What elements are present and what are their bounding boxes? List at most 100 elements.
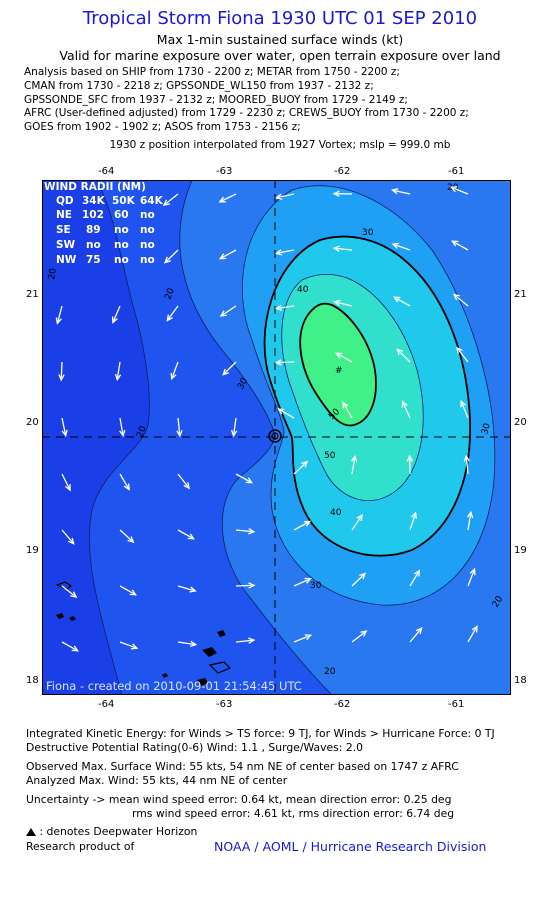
wind-vector bbox=[232, 417, 237, 436]
wind-vector-head bbox=[123, 483, 130, 491]
wind-vectors bbox=[55, 186, 478, 652]
wind-vector-head bbox=[410, 511, 418, 519]
wind-vector-head bbox=[332, 245, 340, 252]
wind-vector bbox=[392, 189, 411, 195]
deepwater-note: : denotes Deepwater Horizon bbox=[26, 825, 197, 838]
uncertainty-line-1: Uncertainty -> mean wind speed error: 0.… bbox=[26, 793, 452, 806]
wind-vector bbox=[334, 301, 353, 307]
wind-vector-head bbox=[451, 240, 459, 247]
lon-tick-top: -61 bbox=[448, 166, 465, 177]
lon-tick-bottom: -62 bbox=[334, 699, 351, 710]
wind-vector-head bbox=[274, 249, 283, 256]
analyzed-max-line: Analyzed Max. Wind: 55 kts, 44 nm NE of … bbox=[26, 774, 288, 787]
wind-vector-head bbox=[189, 640, 198, 648]
wind-vector-head bbox=[406, 454, 413, 462]
wind-vector-head bbox=[391, 242, 400, 249]
contour-label: 20 bbox=[163, 287, 176, 301]
wind-vector-head bbox=[393, 296, 401, 303]
wind-radii-header-50k: 50K bbox=[112, 195, 136, 207]
wind-radii-title: WIND RADII (NM) bbox=[44, 181, 146, 193]
lon-tick-bottom: -61 bbox=[448, 699, 465, 710]
wind-vector bbox=[177, 473, 190, 489]
wind-vector-head bbox=[463, 454, 470, 462]
contour-label: 30 bbox=[480, 422, 493, 436]
wind-vector-head bbox=[55, 317, 62, 325]
wind-vector bbox=[219, 193, 237, 203]
wind-vector bbox=[451, 186, 469, 195]
wind-radii-cell: SW bbox=[56, 239, 76, 251]
wind-vector-head bbox=[274, 359, 282, 366]
wind-vector bbox=[171, 361, 179, 380]
wind-vector bbox=[293, 520, 311, 531]
wind-radii-cell: no bbox=[114, 239, 129, 251]
wind-vector bbox=[335, 352, 353, 363]
wind-vector bbox=[116, 361, 121, 380]
wind-vector-head bbox=[350, 454, 358, 463]
wind-vector bbox=[402, 401, 411, 419]
wind-radii-cell: NE bbox=[56, 209, 72, 221]
wind-vector bbox=[342, 402, 353, 419]
validity-note: Valid for marine exposure over water, op… bbox=[59, 48, 501, 63]
wind-radii-cell: SE bbox=[56, 224, 71, 236]
wind-vector bbox=[235, 473, 253, 484]
storm-center-marker bbox=[268, 429, 282, 443]
wind-field-svg: # 20 30 40 50 20 30 40 50 20 30 30 20 20… bbox=[42, 180, 511, 695]
wind-vector bbox=[456, 347, 469, 363]
wind-vector-head bbox=[183, 482, 191, 490]
wind-radii-header-64k: 64K bbox=[140, 195, 164, 207]
wind-vector bbox=[119, 473, 130, 490]
analysis-line: Analysis based on SHIP from 1730 - 2200 … bbox=[24, 66, 400, 78]
lat-tick-left: 20 bbox=[26, 417, 39, 428]
wind-vector-head bbox=[452, 293, 461, 301]
wind-vector bbox=[119, 641, 138, 649]
lat-tick-right: 21 bbox=[514, 289, 527, 300]
wind-vector-head bbox=[274, 304, 283, 312]
wind-vector-head bbox=[304, 634, 313, 641]
wind-vector-head bbox=[170, 372, 177, 381]
wind-vector-head bbox=[187, 533, 196, 540]
wind-vector bbox=[164, 249, 179, 264]
wind-vector bbox=[467, 626, 478, 643]
wind-vector bbox=[119, 585, 137, 596]
analysis-line: GOES from 1902 - 1902 z; ASOS from 1753 … bbox=[24, 121, 301, 134]
wind-vector-head bbox=[111, 316, 118, 324]
contour-label: 30 bbox=[310, 581, 322, 591]
wind-vector bbox=[163, 193, 179, 206]
storm-center-inner bbox=[271, 432, 279, 440]
contour-label: 50 bbox=[324, 451, 336, 461]
wind-radii-cell: no bbox=[86, 239, 101, 251]
wind-vector bbox=[219, 249, 237, 260]
wind-vector-head bbox=[130, 643, 139, 650]
wind-vector bbox=[119, 529, 134, 543]
island-shape bbox=[202, 647, 217, 657]
wind-vector-head bbox=[360, 630, 368, 637]
island-shape bbox=[208, 661, 232, 674]
wind-vector bbox=[61, 641, 79, 652]
wind-vector-head bbox=[164, 256, 172, 264]
wind-vector-head bbox=[248, 637, 256, 644]
wind-vector-head bbox=[189, 586, 197, 593]
wind-vector bbox=[119, 417, 124, 436]
wind-vector-head bbox=[230, 429, 238, 438]
wind-vector-head bbox=[335, 352, 343, 359]
analysis-line: GPSSONDE_SFC from 1937 - 2132 z; MOORED_… bbox=[24, 93, 408, 106]
wind-vector bbox=[235, 584, 255, 587]
wind-vector-head bbox=[359, 572, 367, 580]
wind-vector-head bbox=[303, 520, 312, 527]
observed-max-line: Observed Max. Surface Wind: 55 kts, 54 n… bbox=[26, 760, 459, 773]
wind-vector-head bbox=[176, 429, 183, 438]
wind-vector bbox=[276, 193, 295, 199]
wind-vector-head bbox=[61, 429, 68, 438]
wind-vector bbox=[112, 305, 121, 323]
lon-tick-bottom: -63 bbox=[216, 699, 233, 710]
noaa-credit-link[interactable]: NOAA / AOML / Hurricane Research Divisio… bbox=[214, 839, 487, 854]
wind-vector-head bbox=[332, 190, 340, 197]
wind-radii-cell: NW bbox=[56, 254, 77, 266]
deepwater-icon bbox=[26, 828, 36, 836]
wind-vector-head bbox=[67, 537, 75, 545]
wind-vector bbox=[166, 305, 179, 321]
wind-vector-head bbox=[277, 408, 285, 415]
wind-vector-head bbox=[70, 591, 78, 599]
lat-tick-left: 19 bbox=[26, 545, 39, 556]
wind-vector-head bbox=[396, 348, 404, 356]
